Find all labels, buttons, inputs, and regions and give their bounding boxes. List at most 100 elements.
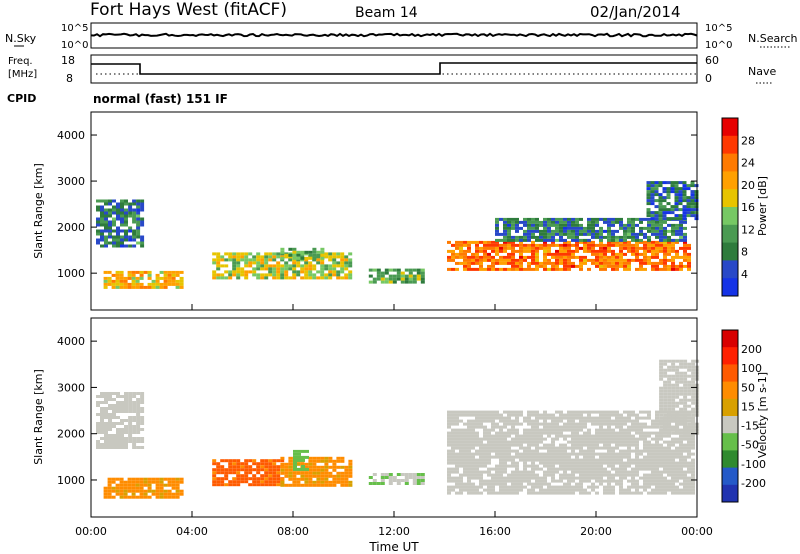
scatter-cell bbox=[659, 368, 664, 372]
scatter-cell bbox=[471, 467, 475, 471]
scatter-cell bbox=[459, 443, 463, 447]
scatter-cell bbox=[551, 422, 555, 426]
scatter-cell bbox=[104, 428, 108, 431]
scatter-cell bbox=[619, 476, 623, 480]
scatter-cell bbox=[132, 229, 137, 233]
scatter-cell bbox=[559, 238, 563, 242]
scatter-cell bbox=[139, 282, 144, 286]
scatter-cell bbox=[583, 226, 587, 230]
scatter-cell bbox=[320, 258, 325, 262]
scatter-cell bbox=[451, 452, 455, 456]
scatter-cell bbox=[599, 226, 603, 230]
scatter-cell bbox=[571, 413, 575, 417]
scatter-cell bbox=[643, 258, 647, 262]
scatter-cell bbox=[260, 468, 265, 472]
scatter-cell bbox=[563, 437, 567, 441]
scatter-cell bbox=[635, 217, 639, 221]
scatter-cell bbox=[495, 267, 499, 271]
scatter-cell bbox=[683, 226, 687, 230]
scatter-cell bbox=[519, 267, 523, 271]
scatter-cell bbox=[320, 270, 325, 274]
scatter-cell bbox=[124, 431, 128, 434]
scatter-cell bbox=[603, 267, 607, 271]
scatter-cell bbox=[631, 226, 635, 230]
scatter-cell bbox=[567, 467, 571, 471]
scatter-cell bbox=[623, 229, 627, 233]
scatter-cell bbox=[619, 464, 623, 468]
scatter-cell bbox=[495, 232, 499, 236]
scatter-cell bbox=[563, 446, 567, 450]
scatter-cell bbox=[503, 458, 507, 462]
scatter-cell bbox=[499, 461, 503, 465]
scatter-cell bbox=[240, 252, 245, 256]
scatter-cell bbox=[659, 473, 663, 477]
scatter-cell bbox=[475, 261, 479, 265]
colorbar-swatch bbox=[722, 433, 738, 451]
scatter-cell bbox=[591, 434, 595, 438]
scatter-cell bbox=[475, 434, 479, 438]
scatter-cell bbox=[583, 249, 587, 253]
scatter-cell bbox=[108, 199, 112, 203]
scatter-cell bbox=[643, 243, 647, 247]
scatter-cell bbox=[551, 443, 555, 447]
scatter-cell bbox=[639, 267, 643, 271]
scatter-cell bbox=[127, 273, 132, 277]
scatter-cell bbox=[455, 476, 459, 480]
scatter-cell bbox=[104, 407, 108, 410]
scatter-cell bbox=[663, 452, 667, 456]
scatter-cell bbox=[599, 410, 603, 414]
scatter-cell bbox=[463, 488, 467, 492]
scatter-cell bbox=[475, 255, 479, 259]
scatter-cell bbox=[690, 181, 695, 185]
scatter-cell bbox=[611, 261, 615, 265]
scatter-cell bbox=[591, 470, 595, 474]
scatter-cell bbox=[543, 491, 547, 495]
scatter-cell bbox=[663, 258, 667, 262]
scatter-cell bbox=[599, 422, 603, 426]
scatter-cell bbox=[679, 443, 683, 447]
scatter-cell bbox=[167, 492, 172, 496]
scatter-cell bbox=[400, 277, 405, 281]
scatter-cell bbox=[555, 425, 559, 429]
scatter-cell bbox=[675, 238, 679, 242]
scatter-cell bbox=[491, 485, 495, 489]
scatter-cell bbox=[396, 271, 401, 275]
scatter-cell bbox=[595, 467, 599, 471]
scatter-cell bbox=[623, 258, 627, 262]
scatter-cell bbox=[543, 264, 547, 268]
scatter-cell bbox=[104, 410, 108, 413]
scatter-cell bbox=[297, 458, 301, 462]
scatter-cell bbox=[128, 395, 133, 398]
scatter-cell bbox=[670, 184, 675, 188]
scatter-cell bbox=[499, 249, 503, 253]
scatter-cell bbox=[479, 261, 483, 265]
scatter-cell bbox=[523, 220, 527, 224]
scatter-cell bbox=[583, 425, 587, 429]
scatter-cell bbox=[491, 482, 495, 486]
scatter-cell bbox=[127, 477, 132, 481]
colorbar-swatch bbox=[722, 207, 738, 226]
scatter-cell bbox=[115, 477, 120, 481]
scatter-cell bbox=[671, 267, 675, 271]
scatter-cell bbox=[136, 437, 141, 440]
scatter-cell bbox=[163, 477, 168, 481]
scatter-cell bbox=[115, 489, 120, 493]
scatter-cell bbox=[667, 458, 671, 462]
scatter-cell bbox=[667, 464, 671, 468]
scatter-cell bbox=[340, 483, 345, 487]
scatter-cell bbox=[691, 365, 696, 369]
scatter-cell bbox=[459, 479, 463, 483]
scatter-cell bbox=[603, 446, 607, 450]
scatter-cell bbox=[659, 249, 663, 253]
scatter-cell bbox=[220, 459, 225, 463]
scatter-cell bbox=[104, 413, 108, 416]
scatter-cell bbox=[483, 249, 487, 253]
scatter-cell bbox=[663, 425, 668, 429]
scatter-cell bbox=[643, 461, 647, 465]
scatter-cell bbox=[507, 449, 511, 453]
scatter-cell bbox=[475, 422, 479, 426]
scatter-cell bbox=[563, 413, 567, 417]
scatter-cell bbox=[499, 440, 503, 444]
scatter-cell bbox=[236, 477, 241, 481]
